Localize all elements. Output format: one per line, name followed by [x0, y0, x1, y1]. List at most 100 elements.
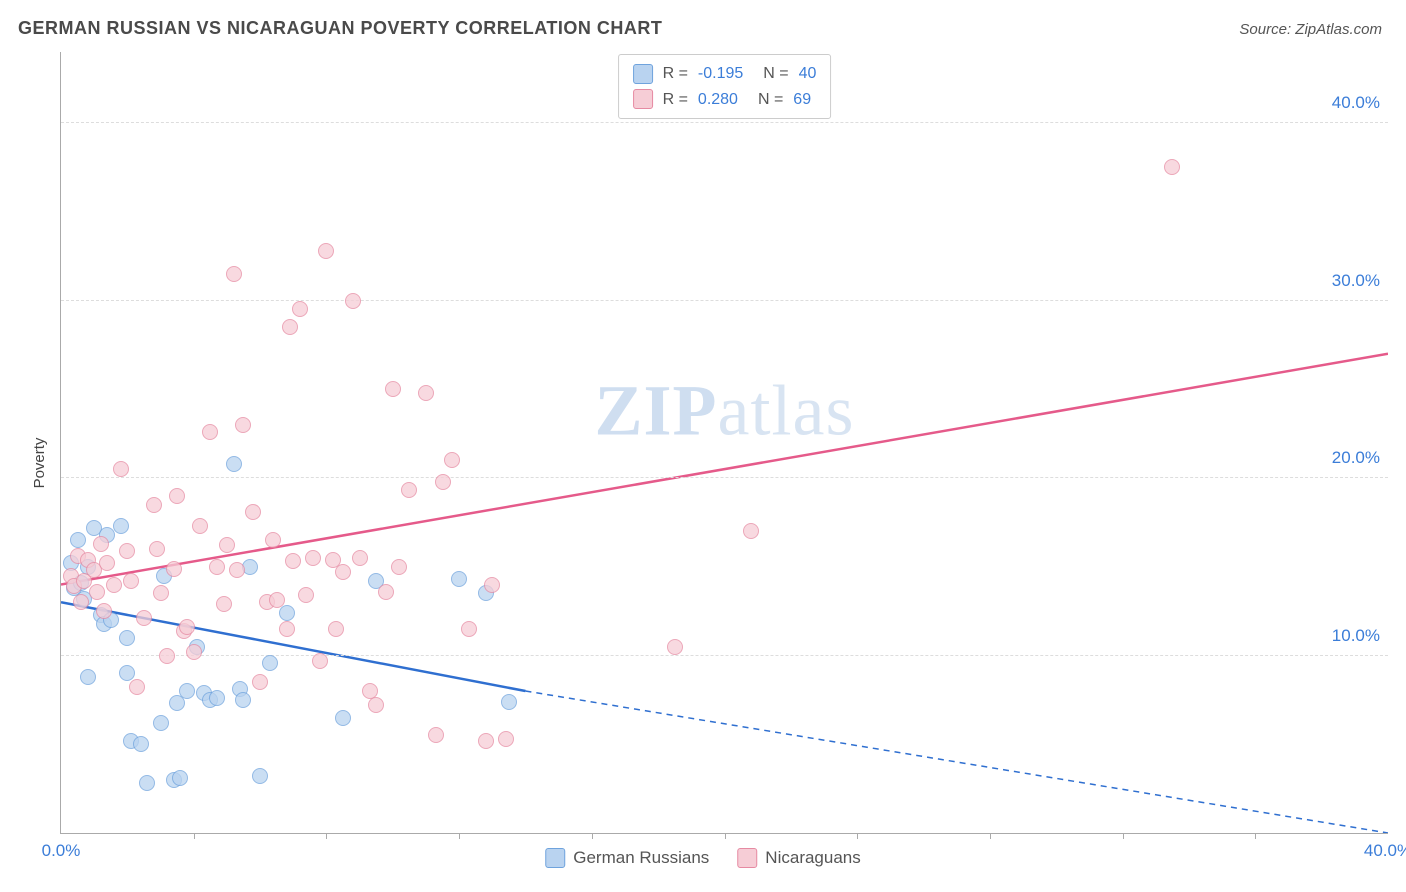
data-point: [335, 710, 351, 726]
n-label: N =: [758, 87, 783, 113]
data-point: [265, 532, 281, 548]
legend-label: German Russians: [573, 848, 709, 868]
data-point: [133, 736, 149, 752]
data-point: [298, 587, 314, 603]
data-point: [106, 577, 122, 593]
data-point: [226, 266, 242, 282]
data-point: [96, 603, 112, 619]
data-point: [113, 518, 129, 534]
x-tick-mark: [725, 833, 726, 839]
data-point: [136, 610, 152, 626]
x-tick-mark: [194, 833, 195, 839]
data-point: [428, 727, 444, 743]
data-point: [279, 605, 295, 621]
y-tick-label: 30.0%: [1332, 271, 1380, 291]
data-point: [149, 541, 165, 557]
data-point: [119, 665, 135, 681]
legend-swatch: [545, 848, 565, 868]
legend-swatch: [633, 89, 653, 109]
series-legend: German Russians Nicaraguans: [545, 848, 861, 868]
n-label: N =: [763, 61, 788, 87]
data-point: [279, 621, 295, 637]
data-point: [391, 559, 407, 575]
data-point: [484, 577, 500, 593]
data-point: [235, 692, 251, 708]
y-tick-label: 10.0%: [1332, 626, 1380, 646]
gridline: [61, 655, 1388, 656]
x-tick-label: 40.0%: [1364, 841, 1406, 861]
data-point: [119, 630, 135, 646]
data-point: [73, 594, 89, 610]
data-point: [292, 301, 308, 317]
data-point: [229, 562, 245, 578]
data-point: [401, 482, 417, 498]
x-tick-mark: [592, 833, 593, 839]
gridline: [61, 477, 1388, 478]
data-point: [166, 561, 182, 577]
data-point: [146, 497, 162, 513]
data-point: [328, 621, 344, 637]
data-point: [172, 770, 188, 786]
source-prefix: Source:: [1239, 21, 1295, 38]
data-point: [80, 669, 96, 685]
data-point: [478, 733, 494, 749]
trend-lines: [61, 52, 1388, 833]
legend-swatch: [737, 848, 757, 868]
x-tick-mark: [459, 833, 460, 839]
data-point: [378, 584, 394, 600]
x-tick-mark: [1123, 833, 1124, 839]
data-point: [743, 523, 759, 539]
data-point: [99, 555, 115, 571]
stats-legend: R = -0.195N = 40R = 0.280N = 69: [618, 54, 832, 119]
data-point: [159, 648, 175, 664]
x-tick-mark: [857, 833, 858, 839]
n-value: 69: [793, 87, 811, 113]
legend-label: Nicaraguans: [765, 848, 860, 868]
chart-container: Poverty ZIPatlas R = -0.195N = 40R = 0.2…: [18, 52, 1388, 874]
data-point: [93, 536, 109, 552]
data-point: [245, 504, 261, 520]
gridline: [61, 122, 1388, 123]
watermark-atlas: atlas: [718, 371, 855, 451]
stats-row: R = 0.280N = 69: [633, 87, 817, 113]
data-point: [202, 424, 218, 440]
data-point: [252, 674, 268, 690]
data-point: [318, 243, 334, 259]
y-tick-label: 40.0%: [1332, 93, 1380, 113]
data-point: [153, 585, 169, 601]
source-attribution: Source: ZipAtlas.com: [1239, 21, 1382, 38]
legend-item: Nicaraguans: [737, 848, 860, 868]
data-point: [129, 679, 145, 695]
data-point: [305, 550, 321, 566]
data-point: [368, 697, 384, 713]
data-point: [269, 592, 285, 608]
data-point: [345, 293, 361, 309]
data-point: [252, 768, 268, 784]
legend-swatch: [633, 64, 653, 84]
y-axis-label: Poverty: [31, 438, 48, 489]
data-point: [216, 596, 232, 612]
gridline: [61, 300, 1388, 301]
data-point: [70, 532, 86, 548]
data-point: [498, 731, 514, 747]
data-point: [113, 461, 129, 477]
x-tick-mark: [990, 833, 991, 839]
data-point: [186, 644, 202, 660]
data-point: [352, 550, 368, 566]
data-point: [119, 543, 135, 559]
data-point: [219, 537, 235, 553]
y-tick-label: 20.0%: [1332, 448, 1380, 468]
data-point: [153, 715, 169, 731]
r-value: -0.195: [698, 61, 743, 87]
r-label: R =: [663, 87, 688, 113]
x-tick-mark: [1255, 833, 1256, 839]
data-point: [451, 571, 467, 587]
data-point: [226, 456, 242, 472]
stats-row: R = -0.195N = 40: [633, 61, 817, 87]
data-point: [444, 452, 460, 468]
data-point: [209, 559, 225, 575]
data-point: [501, 694, 517, 710]
plot-area: ZIPatlas R = -0.195N = 40R = 0.280N = 69…: [60, 52, 1388, 834]
source-link[interactable]: ZipAtlas.com: [1295, 21, 1382, 38]
legend-item: German Russians: [545, 848, 709, 868]
